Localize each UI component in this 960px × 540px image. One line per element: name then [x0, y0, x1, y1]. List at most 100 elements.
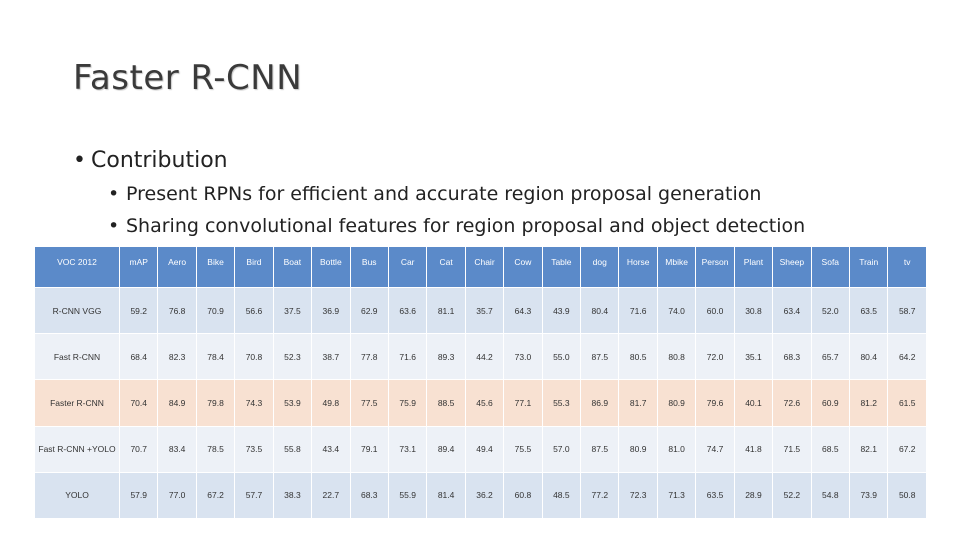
table-cell-table: 43.9 [541, 286, 582, 335]
header-sofa: Sofa [810, 246, 851, 288]
table-cell-car: 73.1 [387, 425, 428, 473]
table-cell-sheep: 52.2 [772, 471, 812, 520]
bullet-contribution: • Contribution [73, 148, 228, 173]
table-cell-dog: 77.2 [580, 471, 620, 520]
table-cell-train: 80.4 [849, 333, 889, 381]
table-cell-chair: 49.4 [464, 425, 505, 473]
table-row: Fast R-CNN +YOLO 70.7 83.4 78.5 73.5 55.8 43.4… [34, 425, 927, 473]
table-cell-aero: 83.4 [157, 425, 197, 473]
table-cell-train: 63.5 [849, 286, 889, 335]
bullet-dot-icon: • [108, 215, 120, 237]
table-cell-table: 55.0 [541, 333, 582, 381]
table-cell-boat: 52.3 [272, 333, 313, 381]
table-cell-train: 82.1 [849, 425, 889, 473]
header-person: Person [695, 246, 735, 288]
table-cell-mbike: 71.3 [656, 471, 697, 520]
table-cell-sofa: 65.7 [810, 333, 851, 381]
table-cell-bottle: 22.7 [311, 471, 351, 520]
table-cell-car: 55.9 [387, 471, 428, 520]
header-bird: Bird [234, 246, 274, 288]
table-cell-bus: 79.1 [349, 425, 389, 473]
table-cell-boat: 53.9 [272, 379, 313, 427]
table-cell-bus: 77.8 [349, 333, 389, 381]
bullet-text: Contribution [91, 148, 228, 173]
table-cell-car: 63.6 [387, 286, 428, 335]
table-cell-bird: 73.5 [234, 425, 274, 473]
table-row: R-CNN VGG 59.2 76.8 70.9 56.6 37.5 36.9 62.9 63.… [34, 286, 927, 335]
table-cell-chair: 35.7 [464, 286, 505, 335]
row-method-name: YOLO [34, 471, 120, 520]
header-cow: Cow [503, 246, 543, 288]
table-row: YOLO 57.9 77.0 67.2 57.7 38.3 22.7 68.3 55.9 81.4… [34, 471, 927, 520]
table-cell-tv: 64.2 [887, 333, 927, 381]
header-sheep: Sheep [772, 246, 812, 288]
table-cell-person: 74.7 [695, 425, 735, 473]
header-aero: Aero [157, 246, 197, 288]
table-cell-tv: 50.8 [887, 471, 927, 520]
table-cell-aero: 82.3 [157, 333, 197, 381]
header-bottle: Bottle [311, 246, 351, 288]
header-mbike: Mbike [656, 246, 697, 288]
table-cell-aero: 77.0 [157, 471, 197, 520]
table-row: Faster R-CNN 70.4 84.9 79.8 74.3 53.9 49.8 77.5… [34, 379, 927, 427]
header-dataset: VOC 2012 [34, 246, 120, 288]
table-cell-cow: 73.0 [503, 333, 543, 381]
table-cell-horse: 80.5 [618, 333, 658, 381]
table-cell-cow: 64.3 [503, 286, 543, 335]
table-cell-bike: 67.2 [195, 471, 236, 520]
header-horse: Horse [618, 246, 658, 288]
table-cell-sofa: 52.0 [810, 286, 851, 335]
table-cell-horse: 72.3 [618, 471, 658, 520]
sub-bullet-sharing: • Sharing convolutional features for regi… [108, 215, 805, 237]
table-cell-chair: 45.6 [464, 379, 505, 427]
table-cell-bike: 79.8 [195, 379, 236, 427]
table-cell-sofa: 54.8 [810, 471, 851, 520]
table-row: Fast R-CNN 68.4 82.3 78.4 70.8 52.3 38.7 77.8 71… [34, 333, 927, 381]
slide-title: Faster R-CNN [73, 58, 303, 98]
table-cell-cat: 81.4 [426, 471, 466, 520]
table-cell-sofa: 68.5 [810, 425, 851, 473]
table-cell-bike: 78.5 [195, 425, 236, 473]
table-cell-cat: 89.4 [426, 425, 466, 473]
table-cell-map: 59.2 [118, 286, 159, 335]
table-cell-chair: 44.2 [464, 333, 505, 381]
table-cell-mbike: 80.9 [656, 379, 697, 427]
table-cell-horse: 81.7 [618, 379, 658, 427]
table-cell-map: 70.7 [118, 425, 159, 473]
table-header-row: VOC 2012 mAP Aero Bike Bird Boat Bottle Bus Car C… [34, 246, 927, 288]
sub-bullet-text: Sharing convolutional features for regio… [126, 215, 806, 237]
table-cell-person: 60.0 [695, 286, 735, 335]
bullet-dot-icon: • [108, 183, 120, 205]
table-cell-mbike: 81.0 [656, 425, 697, 473]
table-cell-bus: 77.5 [349, 379, 389, 427]
table-cell-chair: 36.2 [464, 471, 505, 520]
table-cell-table: 55.3 [541, 379, 582, 427]
table-cell-table: 48.5 [541, 471, 582, 520]
table-cell-boat: 55.8 [272, 425, 313, 473]
table-cell-bike: 78.4 [195, 333, 236, 381]
table-cell-bird: 70.8 [234, 333, 274, 381]
table-cell-plant: 40.1 [733, 379, 774, 427]
table-cell-train: 73.9 [849, 471, 889, 520]
table-cell-bird: 57.7 [234, 471, 274, 520]
table-cell-bottle: 36.9 [311, 286, 351, 335]
table-cell-map: 57.9 [118, 471, 159, 520]
table-cell-sheep: 72.6 [772, 379, 812, 427]
table-cell-sheep: 71.5 [772, 425, 812, 473]
table-cell-horse: 80.9 [618, 425, 658, 473]
table-cell-boat: 37.5 [272, 286, 313, 335]
table-cell-bike: 70.9 [195, 286, 236, 335]
table-cell-dog: 80.4 [580, 286, 620, 335]
table-cell-bus: 62.9 [349, 286, 389, 335]
table-cell-map: 68.4 [118, 333, 159, 381]
table-cell-cat: 81.1 [426, 286, 466, 335]
table-cell-person: 63.5 [695, 471, 735, 520]
table-cell-person: 79.6 [695, 379, 735, 427]
table-cell-bus: 68.3 [349, 471, 389, 520]
table-cell-bottle: 43.4 [311, 425, 351, 473]
header-train: Train [849, 246, 889, 288]
table-cell-table: 57.0 [541, 425, 582, 473]
table-cell-plant: 41.8 [733, 425, 774, 473]
table-cell-person: 72.0 [695, 333, 735, 381]
sub-bullet-text: Present RPNs for efficient and accurate … [126, 183, 762, 205]
